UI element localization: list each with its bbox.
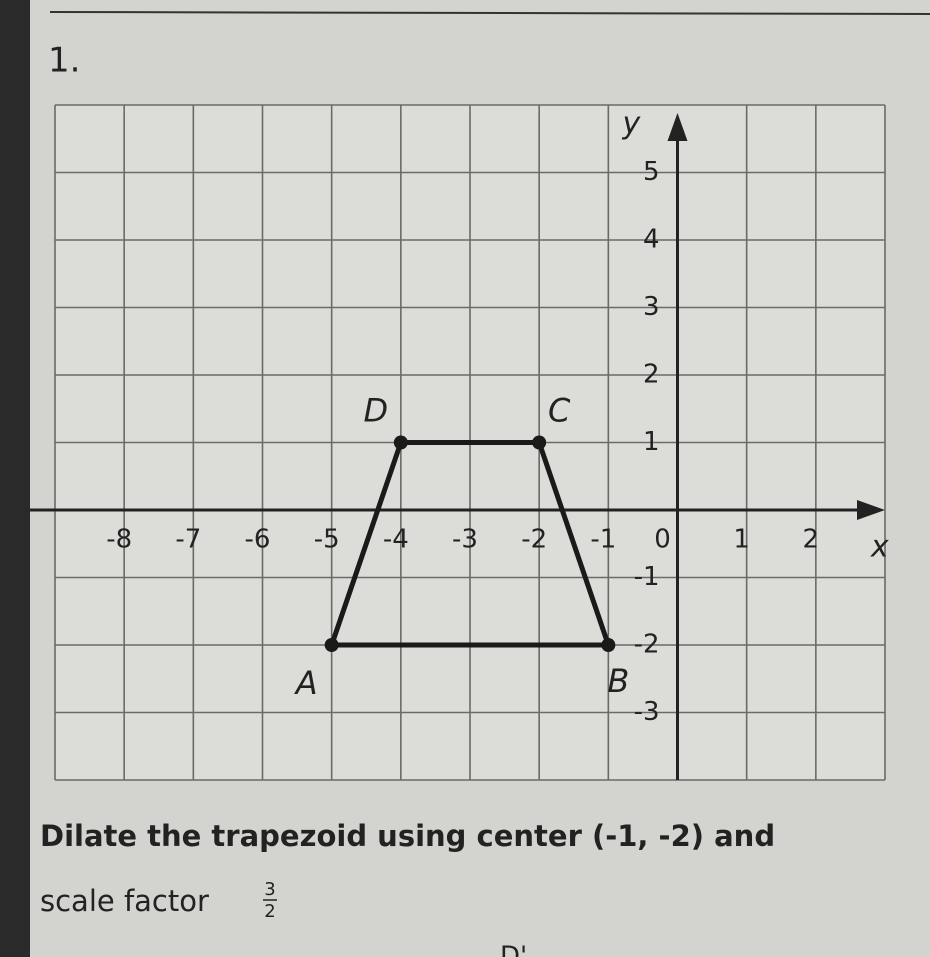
- cut-off-label: D': [500, 942, 527, 957]
- instruction-line-2: scale factor: [40, 884, 209, 918]
- vertex-label: D: [364, 392, 389, 430]
- vertex-label: C: [548, 392, 571, 430]
- x-tick-label: -6: [245, 525, 271, 555]
- y-tick-label: 1: [643, 427, 660, 457]
- x-axis-label: x: [870, 530, 889, 565]
- top-rule: [49, 11, 930, 15]
- vertex: [532, 435, 547, 450]
- vertex-label: A: [294, 664, 318, 702]
- instruction-line-1: Dilate the trapezoid using center (-1, -…: [40, 819, 775, 853]
- vertex-label: B: [607, 662, 629, 700]
- x-tick-label: -2: [521, 525, 547, 555]
- y-tick-label: -3: [634, 697, 660, 727]
- x-tick-label: 2: [803, 525, 820, 555]
- y-tick-label: 4: [643, 225, 660, 255]
- x-tick-label: -1: [590, 525, 616, 555]
- y-tick-label: 5: [643, 157, 660, 187]
- vertex: [601, 638, 616, 652]
- x-tick-label: -5: [314, 525, 340, 555]
- y-tick-label: -2: [634, 630, 660, 660]
- vertex: [324, 638, 339, 652]
- coordinate-grid: x y -8 -7 -6 -5 -4 -3 -2 -1 0 1 2 5 4 3 2 1 -1 -2 -3 A B C D: [30, 104, 889, 781]
- vertex: [393, 435, 408, 450]
- y-tick-label: 2: [643, 360, 660, 390]
- x-tick-label: 1: [733, 525, 750, 555]
- problem-number: 1.: [48, 41, 80, 81]
- x-axis-arrow: [857, 500, 885, 520]
- x-tick-label: -3: [452, 525, 478, 555]
- fraction-numerator: 3: [264, 879, 275, 900]
- y-tick-label: -1: [634, 562, 660, 592]
- x-tick-label: -4: [383, 525, 409, 555]
- x-tick-label: -7: [175, 525, 201, 555]
- fraction-denominator: 2: [264, 901, 275, 922]
- y-tick-label: 3: [643, 292, 660, 322]
- x-tick-label: 0: [654, 525, 671, 555]
- y-axis-label: y: [622, 107, 642, 142]
- x-tick-label: -8: [106, 525, 132, 555]
- shadow-edge: [0, 0, 30, 957]
- y-axis-arrow: [667, 113, 688, 141]
